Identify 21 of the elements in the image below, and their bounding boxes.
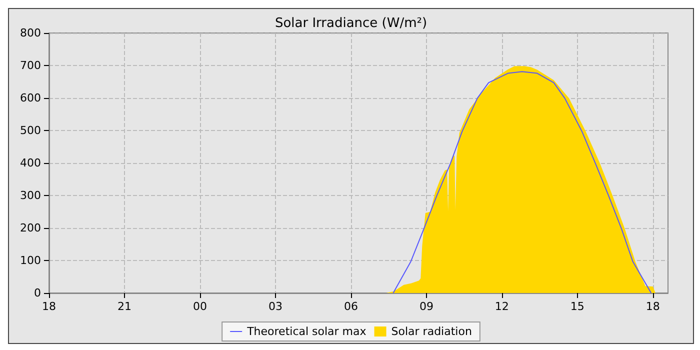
y-tick-label: 800 xyxy=(20,26,41,40)
x-tick-label: 15 xyxy=(570,300,584,313)
y-tick-label: 600 xyxy=(20,92,41,104)
y-tick-label: 200 xyxy=(20,222,41,234)
legend-label: Solar radiation xyxy=(391,325,472,338)
x-tick-label: 03 xyxy=(268,300,282,313)
x-tick-label: 09 xyxy=(419,300,434,313)
y-tick-label: 400 xyxy=(20,156,41,170)
x-tick-label: 12 xyxy=(494,300,509,313)
chart-title: Solar Irradiance (W/m²) xyxy=(274,16,428,31)
y-tick-label: 100 xyxy=(20,254,41,267)
y-tick-label: 300 xyxy=(20,189,41,202)
x-tick-label: 21 xyxy=(117,300,132,313)
x-tick-label: 18 xyxy=(646,300,660,313)
y-tick-label: 700 xyxy=(20,59,41,72)
x-tick-label: 18 xyxy=(42,300,56,313)
x-tick-label: 00 xyxy=(192,300,207,313)
y-tick-label: 500 xyxy=(20,124,41,137)
x-tick-label: 06 xyxy=(344,300,358,313)
y-tick-label: 0 xyxy=(34,286,41,300)
legend-label: Theoretical solar max xyxy=(246,325,367,338)
